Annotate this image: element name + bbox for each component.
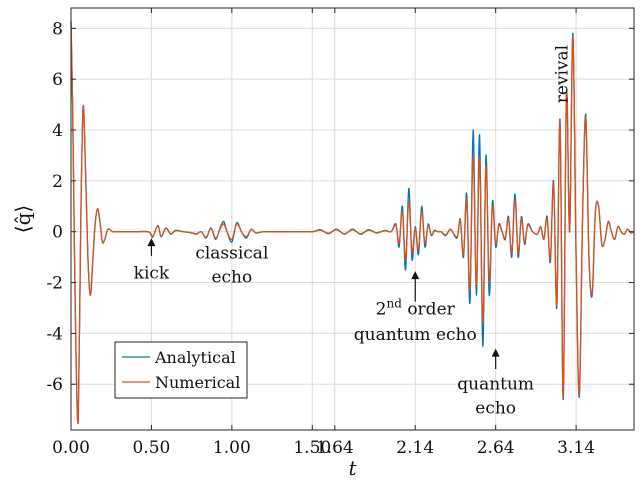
second-order-num: 2 — [376, 299, 387, 319]
legend-label-analytical: Analytical — [154, 348, 236, 367]
annotation-quantum-echo-line1: quantum — [457, 374, 534, 394]
y-tick-label-7: 8 — [52, 19, 63, 39]
legend-box — [114, 341, 248, 399]
second-order-sup: nd — [387, 296, 403, 310]
y-tick-label-4: 2 — [52, 172, 63, 192]
y-tick-label-1: -4 — [46, 324, 63, 344]
x-axis-label: t — [348, 456, 357, 480]
annotation-quantum-echo-line2: echo — [475, 398, 516, 418]
ticks: 0.00 0.50 1.00 1.501.64 2.14 2.64 3.14 -6 -4 -2 0 2… — [46, 8, 634, 458]
y-tick-label-6: 6 — [52, 70, 63, 90]
arrow-quantum-echo-head — [491, 348, 500, 357]
x-tick-label-7: 3.14 — [557, 438, 595, 458]
legend: Analytical Numerical — [114, 341, 248, 399]
y-tick-label-5: 4 — [52, 121, 63, 141]
x-tick-label-2: 1.00 — [213, 438, 251, 458]
second-order-rest: order — [402, 299, 456, 319]
grid — [70, 8, 634, 430]
x-tick-label-5: 2.14 — [396, 438, 434, 458]
annotation-revival: revival — [553, 45, 573, 103]
y-tick-label-0: -6 — [46, 375, 63, 395]
x-tick-label-3: 1.50 — [293, 438, 331, 458]
annotation-classical-echo-line2: echo — [211, 268, 252, 288]
y-tick-label-3: 0 — [52, 223, 63, 243]
series-layer — [70, 20, 635, 424]
series-line-numerical — [70, 20, 635, 424]
annotation-classical-echo-line1: classical — [195, 243, 268, 263]
x-tick-label-1: 0.50 — [132, 438, 170, 458]
x-tick-label-6: 2.64 — [477, 438, 515, 458]
annotation-arrows — [147, 238, 500, 369]
arrow-kick-head — [147, 238, 156, 247]
annotation-kick: kick — [134, 264, 170, 284]
annotations: kick classical echo 2nd order quantum ec… — [134, 45, 573, 419]
legend-label-numerical: Numerical — [155, 373, 240, 392]
x-tick-label-0: 0.00 — [52, 438, 90, 458]
x-tick-label-4: 1.64 — [316, 438, 354, 458]
annotation-second-order-line2: quantum echo — [354, 325, 477, 345]
plot-frame — [70, 7, 635, 431]
annotation-second-order-line1: 2nd order — [376, 296, 456, 319]
y-tick-label-2: -2 — [46, 274, 63, 294]
arrow-second-order-head — [411, 271, 420, 280]
y-axis-label: ⟨q̂⟩ — [11, 205, 35, 233]
